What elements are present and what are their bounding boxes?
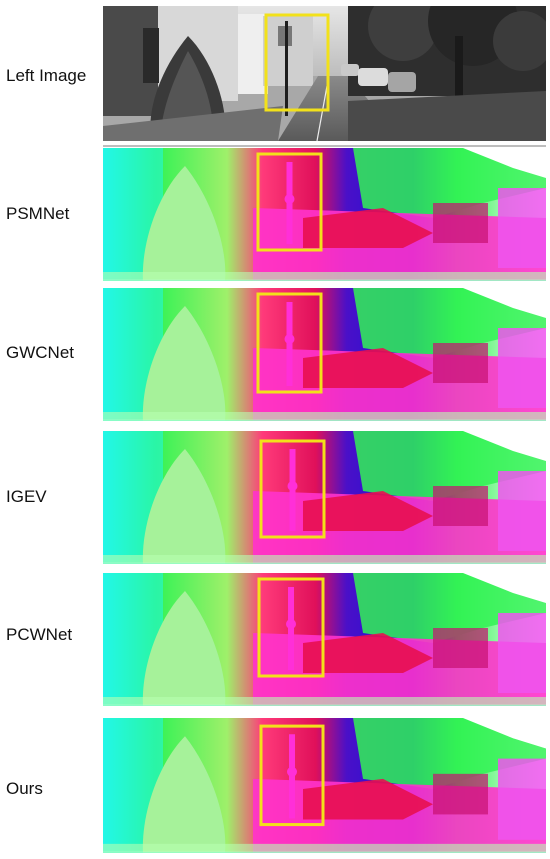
row-label-pcwnet: PCWNet [6,625,73,644]
disparity-map-psmnet [103,148,546,281]
disparity-panel-pcwnet [103,573,546,706]
left-image [103,6,546,141]
row-label-left-image: Left Image [6,66,87,85]
disparity-panel-gwcnet [103,288,546,421]
disparity-map-igev [103,431,546,564]
row-label-gwcnet: GWCNet [6,343,74,362]
disparity-panel-igev [103,431,546,564]
disparity-map-ours [103,718,546,853]
divider [103,145,546,147]
disparity-panel-ours [103,718,546,853]
row-label-ours: Ours [6,779,43,798]
row-label-psmnet: PSMNet [6,204,70,223]
row-label-igev: IGEV [6,487,47,506]
disparity-map-gwcnet [103,288,546,421]
disparity-map-pcwnet [103,573,546,706]
left-image-panel [103,6,546,141]
disparity-panel-psmnet [103,148,546,281]
